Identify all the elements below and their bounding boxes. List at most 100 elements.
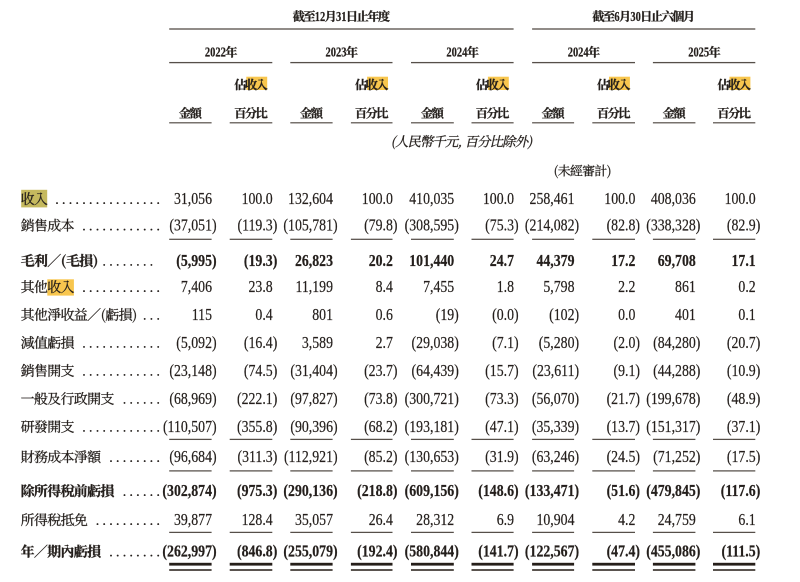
svg-text:(47.1): (47.1) [485,417,518,436]
svg-text:100.0: 100.0 [483,190,514,209]
svg-text:7,455: 7,455 [423,278,454,297]
svg-text:(222.1): (222.1) [237,389,277,408]
svg-text:1.8: 1.8 [497,278,514,297]
svg-text:(5,092): (5,092) [176,333,216,352]
svg-text:258,461: 258,461 [530,190,575,209]
svg-text:0.0: 0.0 [618,305,635,324]
svg-text:6.9: 6.9 [497,511,514,530]
svg-text:10,904: 10,904 [536,511,574,530]
svg-text:(141.7): (141.7) [478,542,518,561]
svg-text:128.4: 128.4 [242,511,273,530]
svg-text:23.8: 23.8 [248,278,272,297]
svg-text:410,035: 410,035 [409,190,454,209]
svg-text:(193,181): (193,181) [405,417,459,436]
svg-text:(29,038): (29,038) [412,333,459,352]
svg-text:(102): (102) [549,305,579,324]
svg-text:(37,051): (37,051) [169,216,216,235]
svg-text:2024: 2024 [446,44,467,60]
svg-text:35,057: 35,057 [295,511,333,530]
svg-text:801: 801 [312,305,333,324]
svg-text:115: 115 [192,305,212,324]
svg-text:(24.5): (24.5) [607,448,640,467]
svg-text:(5,280): (5,280) [539,333,579,352]
svg-text:(0.0): (0.0) [492,305,519,324]
svg-text:(119.3): (119.3) [237,216,277,235]
svg-text:69,708: 69,708 [658,251,696,270]
svg-text:100.0: 100.0 [604,190,635,209]
svg-text:(199,678): (199,678) [646,389,700,408]
svg-text:11,199: 11,199 [295,278,333,297]
svg-text:(85.2): (85.2) [364,448,397,467]
svg-text:(64,439): (64,439) [412,361,459,380]
svg-text:(302,874): (302,874) [162,482,216,501]
svg-text:(35,339): (35,339) [532,417,579,436]
svg-text:(51.6): (51.6) [607,482,640,501]
svg-text:(117.6): (117.6) [721,482,761,501]
svg-text:408,036: 408,036 [651,190,696,209]
svg-text:101,440: 101,440 [409,251,454,270]
svg-text:(16.4): (16.4) [244,333,277,352]
svg-text:2.7: 2.7 [376,333,393,352]
svg-text:(110,507): (110,507) [163,417,217,436]
svg-text:2023: 2023 [326,44,347,60]
svg-text:2024: 2024 [568,44,589,60]
svg-text:0.4: 0.4 [255,305,272,324]
svg-text:100.0: 100.0 [725,190,756,209]
svg-text:(975.3): (975.3) [237,482,277,501]
svg-text:(90,396): (90,396) [290,417,337,436]
svg-text:(255,079): (255,079) [283,542,337,561]
svg-text:(308,595): (308,595) [405,216,459,235]
svg-text:(338,328): (338,328) [646,216,700,235]
svg-text:(300,721): (300,721) [405,389,459,408]
svg-text:(82.9): (82.9) [727,216,760,235]
svg-text:(82.8): (82.8) [607,216,640,235]
svg-text:(31,404): (31,404) [290,361,337,380]
svg-text:8.4: 8.4 [376,278,393,297]
svg-text:(84,280): (84,280) [653,333,700,352]
svg-text:31: 31 [336,8,346,24]
svg-text:(97,827): (97,827) [290,389,337,408]
svg-text:(2.0): (2.0) [613,333,640,352]
svg-text:(56,070): (56,070) [532,389,579,408]
svg-text:6.1: 6.1 [738,511,755,530]
svg-text:(96,684): (96,684) [169,448,216,467]
svg-text:(9.1): (9.1) [613,361,640,380]
svg-text:(68,969): (68,969) [169,389,216,408]
svg-text:(48.9): (48.9) [727,389,760,408]
svg-text:(455,086): (455,086) [646,542,700,561]
svg-text:(5,995): (5,995) [176,251,216,270]
svg-text:(7.1): (7.1) [492,333,519,352]
svg-text:(63,246): (63,246) [532,448,579,467]
svg-text:17.1: 17.1 [731,251,755,270]
svg-text:(31.9): (31.9) [485,448,518,467]
svg-text:(73.8): (73.8) [364,389,397,408]
svg-text:(122,567): (122,567) [525,542,579,561]
svg-text:5,798: 5,798 [543,278,574,297]
svg-text:17.2: 17.2 [611,251,635,270]
svg-text:44,379: 44,379 [536,251,574,270]
svg-text:(13.7): (13.7) [607,417,640,436]
svg-text:30: 30 [630,8,640,24]
svg-text:(192.4): (192.4) [357,542,397,561]
svg-text:(17.5): (17.5) [727,448,760,467]
svg-text:(214,082): (214,082) [525,216,579,235]
svg-text:0.2: 0.2 [738,278,755,297]
svg-text:(20.7): (20.7) [727,333,760,352]
svg-text:20.2: 20.2 [369,251,393,270]
svg-text:(21.7): (21.7) [607,389,640,408]
svg-text:100.0: 100.0 [362,190,393,209]
svg-text:(290,136): (290,136) [283,482,337,501]
svg-text:(218.8): (218.8) [357,482,397,501]
svg-text:24,759: 24,759 [658,511,696,530]
svg-text:26,823: 26,823 [295,251,333,270]
svg-text:(846.8): (846.8) [237,542,277,561]
svg-text:0.6: 0.6 [376,305,393,324]
svg-text:(68.2): (68.2) [364,417,397,436]
svg-text:(19.3): (19.3) [244,251,277,270]
svg-text:(148.6): (148.6) [478,482,518,501]
svg-text:132,604: 132,604 [288,190,333,209]
svg-text:(355.8): (355.8) [237,417,277,436]
svg-text:6: 6 [614,8,619,24]
svg-text:(15.7): (15.7) [485,361,518,380]
svg-text:(609,156): (609,156) [405,482,459,501]
